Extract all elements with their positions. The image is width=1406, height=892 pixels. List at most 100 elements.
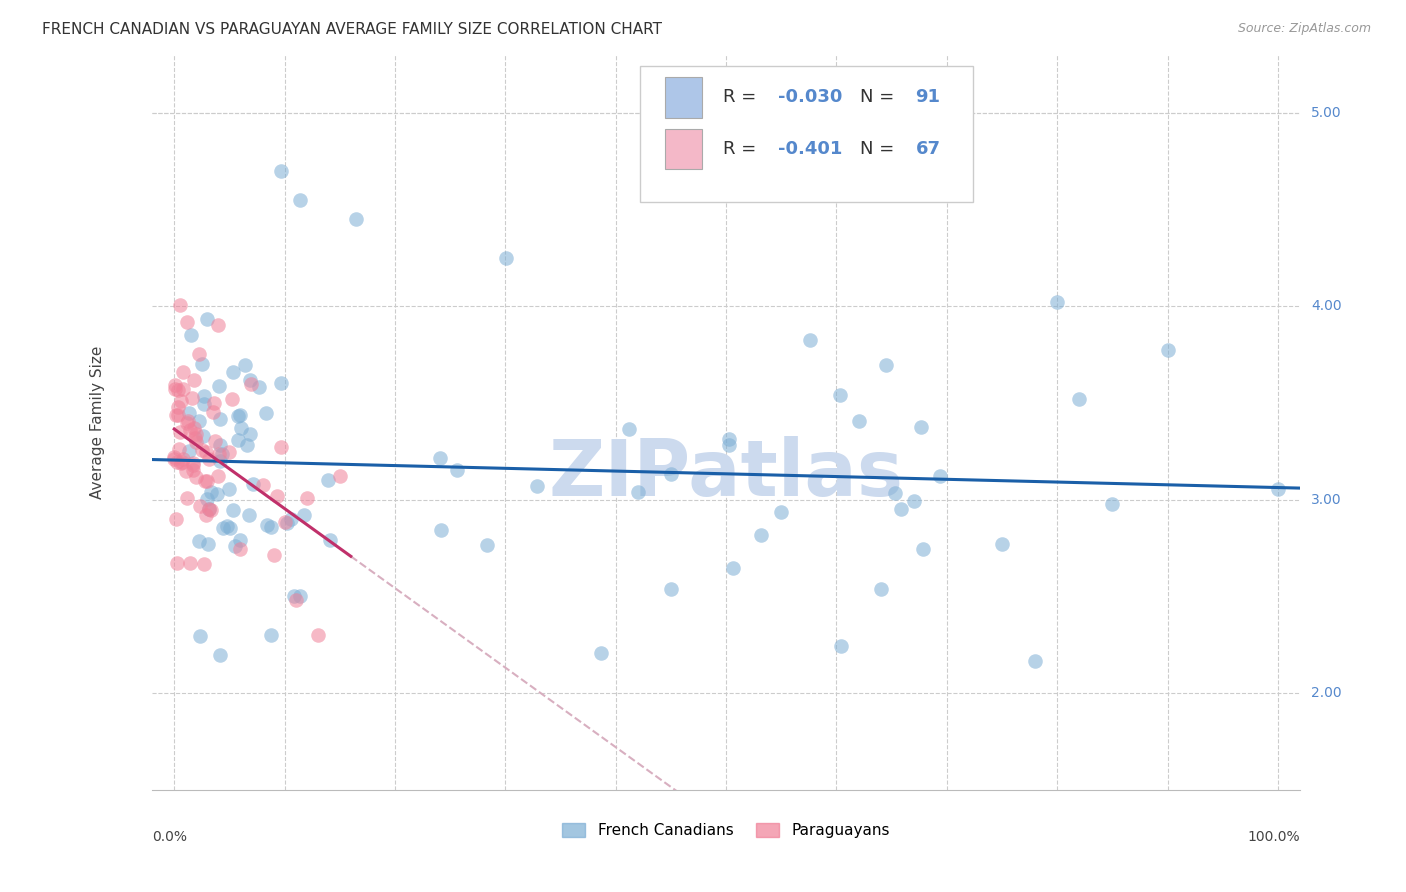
Point xyxy=(177,443,200,458)
Text: R =: R = xyxy=(723,88,762,106)
Point xyxy=(344,212,367,227)
Text: 5.00: 5.00 xyxy=(1312,106,1341,120)
Point xyxy=(209,648,232,663)
Point xyxy=(239,373,262,387)
Point xyxy=(1267,482,1289,496)
FancyBboxPatch shape xyxy=(640,66,973,202)
Point xyxy=(188,414,211,428)
Text: R =: R = xyxy=(723,140,762,158)
Point xyxy=(187,533,209,548)
Point xyxy=(749,527,772,541)
Point xyxy=(231,420,253,434)
Point xyxy=(256,518,278,533)
Point xyxy=(875,358,897,372)
Point xyxy=(211,448,233,462)
Point xyxy=(477,538,499,552)
Point xyxy=(172,365,194,379)
Point xyxy=(167,384,190,398)
Point xyxy=(212,521,235,535)
Point xyxy=(176,491,198,506)
Text: -0.401: -0.401 xyxy=(778,140,842,158)
Text: N =: N = xyxy=(860,140,900,158)
Point xyxy=(166,455,188,469)
Point xyxy=(890,502,912,516)
Point xyxy=(429,523,451,537)
Point xyxy=(208,447,231,461)
Text: -0.030: -0.030 xyxy=(778,88,842,106)
Point xyxy=(617,422,640,436)
Point xyxy=(273,515,295,529)
Point xyxy=(193,396,215,410)
Point xyxy=(184,470,207,484)
Point xyxy=(284,592,307,607)
Point xyxy=(209,454,232,468)
Text: FRENCH CANADIAN VS PARAGUAYAN AVERAGE FAMILY SIZE CORRELATION CHART: FRENCH CANADIAN VS PARAGUAYAN AVERAGE FA… xyxy=(42,22,662,37)
Point xyxy=(295,491,318,506)
Point xyxy=(283,589,305,603)
Point xyxy=(198,451,221,466)
Point xyxy=(176,314,198,328)
Point xyxy=(180,327,202,342)
Point xyxy=(1024,654,1046,668)
Point xyxy=(659,582,682,596)
Point xyxy=(202,396,225,410)
Point xyxy=(181,391,204,405)
Point xyxy=(717,438,740,452)
Point xyxy=(221,502,243,516)
Point xyxy=(991,537,1014,551)
Point xyxy=(718,433,741,447)
Point xyxy=(174,464,197,478)
Text: 91: 91 xyxy=(915,88,941,106)
Point xyxy=(179,406,201,420)
Point xyxy=(226,409,249,424)
Point xyxy=(187,347,209,361)
Point xyxy=(184,431,207,445)
Point xyxy=(195,475,218,489)
Point xyxy=(204,434,226,449)
Text: 3.00: 3.00 xyxy=(1312,492,1341,507)
Point xyxy=(884,486,907,500)
Point xyxy=(235,438,257,452)
Point xyxy=(316,473,339,487)
Point xyxy=(186,434,208,449)
Point xyxy=(1069,392,1091,406)
Point xyxy=(263,548,285,562)
Point xyxy=(280,512,302,526)
Point xyxy=(928,469,950,483)
Point xyxy=(207,468,229,483)
Point xyxy=(193,389,215,403)
Point xyxy=(229,542,252,557)
Point xyxy=(166,400,188,414)
Point xyxy=(260,519,283,533)
Point xyxy=(307,628,329,642)
Point xyxy=(165,512,187,526)
Point xyxy=(270,440,292,454)
Point xyxy=(201,405,224,419)
Point xyxy=(869,582,891,597)
Point xyxy=(329,468,352,483)
Text: Source: ZipAtlas.com: Source: ZipAtlas.com xyxy=(1237,22,1371,36)
Point xyxy=(172,452,194,467)
Point xyxy=(163,450,186,464)
Point xyxy=(218,482,240,496)
Point xyxy=(191,357,214,371)
Point xyxy=(319,533,342,548)
Point xyxy=(242,477,264,491)
Point xyxy=(181,458,204,473)
Text: Average Family Size: Average Family Size xyxy=(90,346,104,499)
Point xyxy=(229,408,252,422)
Text: 67: 67 xyxy=(915,140,941,158)
Point xyxy=(191,443,214,458)
Point xyxy=(195,311,218,326)
Point xyxy=(828,387,851,401)
Point xyxy=(446,463,468,477)
Text: N =: N = xyxy=(860,88,900,106)
Text: 0.0%: 0.0% xyxy=(152,830,187,844)
Point xyxy=(1046,295,1069,310)
Point xyxy=(188,628,211,642)
Point xyxy=(276,516,298,531)
Point xyxy=(903,494,925,508)
Point xyxy=(429,451,451,466)
Point xyxy=(207,318,229,332)
Point xyxy=(911,542,934,557)
